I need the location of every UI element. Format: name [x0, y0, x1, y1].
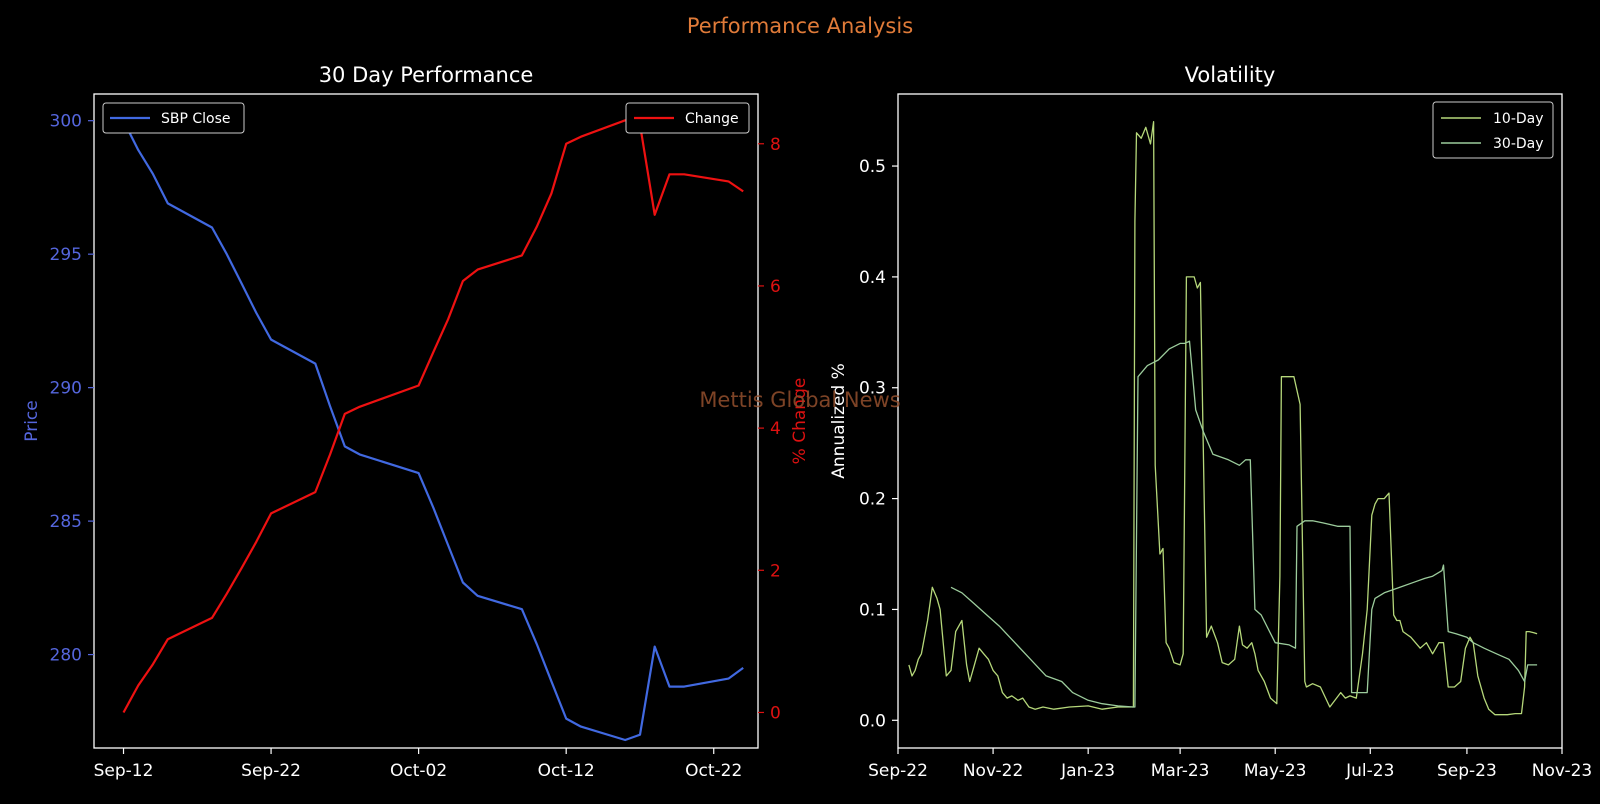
volatility-x-axis: Sep-22 Nov-22 Jan-23 Mar-23 May-23 Jul-23 Sep-…	[868, 748, 1592, 781]
volatility-panel: Volatility Sep-22 Nov-22 Jan-23 Mar-23 May-2…	[829, 63, 1592, 781]
vol30-legend-label: 30-Day	[1493, 136, 1544, 152]
volatility-y-tick-label: 0.0	[859, 711, 886, 731]
volatility-series-layer	[908, 121, 1538, 716]
volatility-axis-label: Annualized %	[829, 363, 849, 479]
performance-x-tick-label: Sep-12	[94, 761, 154, 781]
volatility-y-tick-label: 0.5	[859, 157, 886, 177]
volatility-x-tick-label: Nov-23	[1532, 761, 1593, 781]
volatility-x-tick-label: Jul-23	[1345, 761, 1394, 781]
change-legend-box	[625, 102, 750, 134]
volatility-legend: 10-Day 30-Day	[1432, 101, 1554, 159]
volatility-y-tick-label: 0.3	[859, 379, 886, 399]
volatility-y-tick-label: 0.4	[859, 268, 886, 288]
volatility-y-tick-label: 0.1	[859, 600, 886, 620]
volatility-x-tick-label: May-23	[1244, 761, 1307, 781]
performance-plot-frame	[93, 93, 759, 749]
price-legend-label: SBP Close	[161, 111, 231, 127]
price-axis-label: Price	[22, 400, 42, 441]
figure-title: Performance Analysis	[687, 14, 913, 38]
change-tick-label: 2	[770, 561, 781, 581]
volatility-y-axis: 0.0 0.1 0.2 0.3 0.4 0.5	[859, 157, 898, 731]
change-tick-label: 4	[770, 419, 781, 439]
price-axis: 280 285 290 295 300	[50, 112, 94, 666]
volatility-x-tick-label: Sep-23	[1437, 761, 1497, 781]
price-tick-label: 290	[50, 379, 82, 399]
price-tick-label: 300	[50, 112, 82, 132]
vol10-legend-label: 10-Day	[1493, 111, 1544, 127]
volatility-y-tick-label: 0.2	[859, 490, 886, 510]
vol30-series-line	[950, 340, 1538, 708]
volatility-chart-title: Volatility	[1185, 63, 1276, 87]
change-tick-label: 8	[770, 135, 781, 155]
volatility-x-tick-label: Mar-23	[1151, 761, 1210, 781]
price-tick-label: 280	[50, 646, 82, 666]
volatility-x-tick-label: Sep-22	[868, 761, 928, 781]
volatility-legend-box	[1432, 101, 1554, 159]
performance-x-tick-label: Oct-02	[390, 761, 447, 781]
change-series-line	[122, 119, 744, 714]
performance-panel: 30 Day Performance Sep-12 Sep-22 Oct-02 Oct…	[22, 63, 810, 781]
volatility-plot-frame	[897, 93, 1563, 749]
watermark: Mettis Global News	[699, 388, 900, 412]
change-legend: Change	[625, 102, 750, 134]
change-tick-label: 6	[770, 277, 781, 297]
volatility-x-tick-label: Jan-23	[1060, 761, 1115, 781]
price-legend-box	[102, 102, 245, 134]
performance-x-axis: Sep-12 Sep-22 Oct-02 Oct-12 Oct-22	[94, 748, 742, 781]
change-tick-label: 0	[770, 703, 781, 723]
performance-series-layer	[122, 119, 744, 742]
performance-x-tick-label: Sep-22	[241, 761, 301, 781]
price-series-line	[122, 120, 744, 742]
performance-x-tick-label: Oct-12	[538, 761, 595, 781]
price-legend: SBP Close	[102, 102, 245, 134]
change-axis: 0 2 4 6 8	[758, 135, 781, 723]
performance-x-tick-label: Oct-22	[685, 761, 742, 781]
price-tick-label: 285	[50, 512, 82, 532]
change-legend-label: Change	[685, 111, 739, 127]
vol10-series-line	[908, 121, 1538, 716]
change-axis-label: % Change	[790, 378, 810, 465]
price-tick-label: 295	[50, 245, 82, 265]
volatility-x-tick-label: Nov-22	[963, 761, 1024, 781]
performance-chart-title: 30 Day Performance	[319, 63, 534, 87]
